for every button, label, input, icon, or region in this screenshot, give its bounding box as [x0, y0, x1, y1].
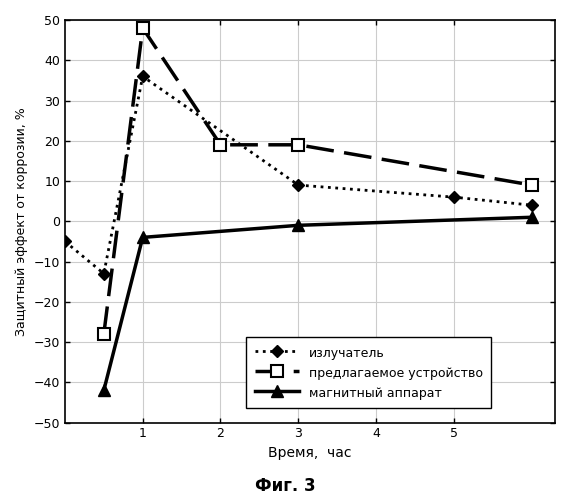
- X-axis label: Время,  час: Время, час: [268, 446, 352, 460]
- Y-axis label: Защитный эффект от коррозии, %: Защитный эффект от коррозии, %: [15, 107, 28, 336]
- Text: Фиг. 3: Фиг. 3: [255, 477, 315, 495]
- Legend: излучатель, предлагаемое устройство, магнитный аппарат: излучатель, предлагаемое устройство, маг…: [246, 338, 491, 408]
